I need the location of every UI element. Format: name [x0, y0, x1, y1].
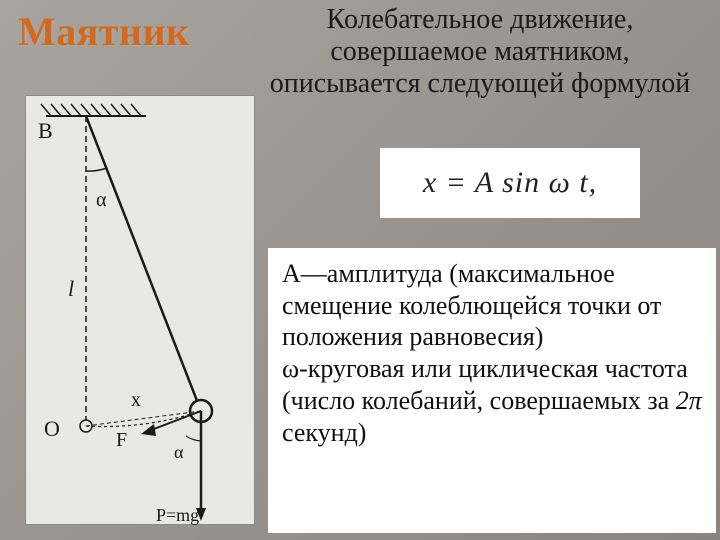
intro-text: Колебательное движение, совершаемое маят…: [255, 4, 705, 101]
formula-text: x = A sin ω t,: [423, 166, 597, 200]
pendulum-diagram: B α l x O F α P=mg: [25, 95, 255, 525]
label-x: x: [131, 389, 141, 411]
label-O: O: [44, 416, 60, 441]
desc-omega-1: ω-круговая или циклическая частота (числ…: [282, 354, 688, 415]
label-alpha2: α: [174, 442, 184, 462]
description-box: А—амплитуда (максимальное смещение колеб…: [268, 248, 716, 533]
slide-title: Маятник: [18, 8, 190, 55]
label-B: B: [38, 118, 53, 143]
label-alpha: α: [96, 189, 107, 211]
desc-2pi: 2π: [676, 386, 702, 415]
desc-omega-2: секунд): [282, 418, 366, 447]
desc-amplitude: А—амплитуда (максимальное смещение колеб…: [282, 259, 661, 351]
label-l: l: [68, 276, 74, 301]
formula-container: x = A sin ω t,: [380, 148, 640, 218]
label-P: P=mg: [156, 505, 199, 525]
pendulum-svg: B α l x O F α P=mg: [26, 96, 256, 526]
label-F: F: [116, 429, 127, 451]
